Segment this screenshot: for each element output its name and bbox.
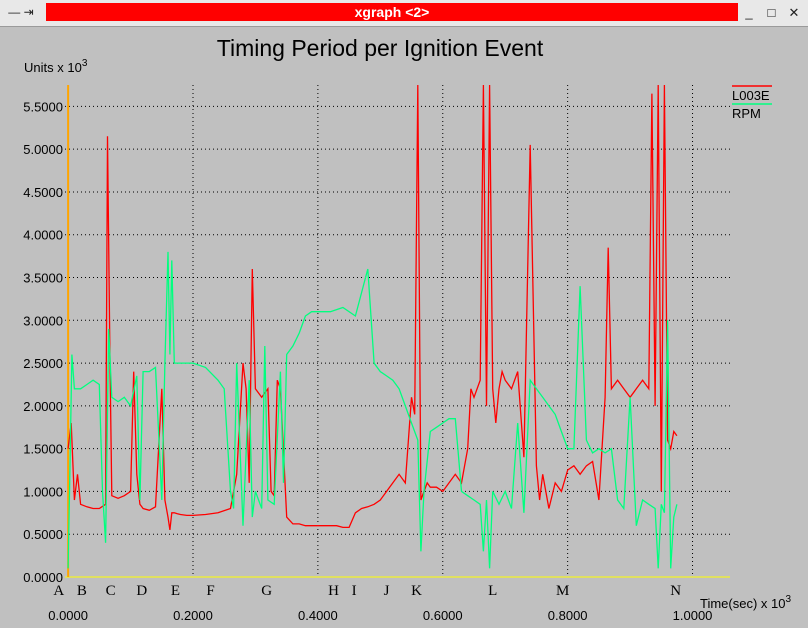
minimize-icon[interactable]: _ xyxy=(745,5,753,20)
x-tick-label: 0.0000 xyxy=(48,608,88,623)
x-tick-label: 0.4000 xyxy=(298,608,338,623)
x-tick-label: 1.0000 xyxy=(673,608,713,623)
y-axis-label: Units x 103 xyxy=(24,58,88,75)
y-axis-label-text: Units x 10 xyxy=(24,60,82,75)
event-label: D xyxy=(136,583,147,599)
y-tick-label: 0.0000 xyxy=(23,570,63,585)
y-tick-label: 4.0000 xyxy=(23,228,63,243)
y-tick-label: 4.5000 xyxy=(23,185,63,200)
event-label: J xyxy=(384,583,390,599)
tick-labels: 0.0000 0.5000 1.0000 1.5000 2.0000 2.5000 3.00… xyxy=(23,99,712,623)
event-label: M xyxy=(556,583,569,599)
x-tick-label: 0.8000 xyxy=(548,608,588,623)
grid xyxy=(65,85,730,578)
event-label: F xyxy=(206,583,214,599)
series-line-l003e xyxy=(67,84,678,530)
x-axis-label-exponent: 3 xyxy=(785,594,791,605)
y-axis-label-exponent: 3 xyxy=(82,58,88,69)
event-label: E xyxy=(171,583,180,599)
event-label: B xyxy=(77,583,87,599)
event-label: H xyxy=(328,583,339,599)
x-tick-label: 0.2000 xyxy=(173,608,213,623)
maximize-icon[interactable]: □ xyxy=(767,5,776,20)
y-tick-label: 3.5000 xyxy=(23,271,63,286)
legend: L003E RPM xyxy=(732,85,772,121)
title-bar[interactable]: — ⇥ xgraph <2> _ □ ✕ xyxy=(0,0,808,27)
series-lines xyxy=(67,84,678,569)
x-axis-label-text: Time(sec) x 10 xyxy=(700,596,785,611)
window-title: xgraph <2> xyxy=(46,3,738,21)
legend-entry: L003E xyxy=(732,88,770,103)
event-label: C xyxy=(106,583,116,599)
chart-title: Timing Period per Ignition Event xyxy=(217,35,544,61)
x-axis-label: Time(sec) x 103 xyxy=(700,594,791,611)
event-label: L xyxy=(488,583,497,599)
window-menu-icon[interactable]: — ⇥ xyxy=(8,5,34,19)
event-label: I xyxy=(352,583,357,599)
y-tick-label: 2.5000 xyxy=(23,356,63,371)
close-icon[interactable]: ✕ xyxy=(788,5,800,20)
event-label: N xyxy=(670,583,681,599)
y-tick-label: 3.0000 xyxy=(23,313,63,328)
y-tick-label: 2.0000 xyxy=(23,399,63,414)
y-tick-label: 1.5000 xyxy=(23,442,63,457)
y-tick-label: 5.5000 xyxy=(23,99,63,114)
y-tick-label: 1.0000 xyxy=(23,484,63,499)
y-tick-label: 5.0000 xyxy=(23,142,63,157)
event-label: G xyxy=(261,583,272,599)
event-label: K xyxy=(411,583,422,599)
x-tick-label: 0.6000 xyxy=(423,608,463,623)
y-tick-label: 0.5000 xyxy=(23,527,63,542)
event-label: A xyxy=(53,583,64,599)
series-line-rpm xyxy=(67,251,678,569)
legend-entry: RPM xyxy=(732,106,761,121)
